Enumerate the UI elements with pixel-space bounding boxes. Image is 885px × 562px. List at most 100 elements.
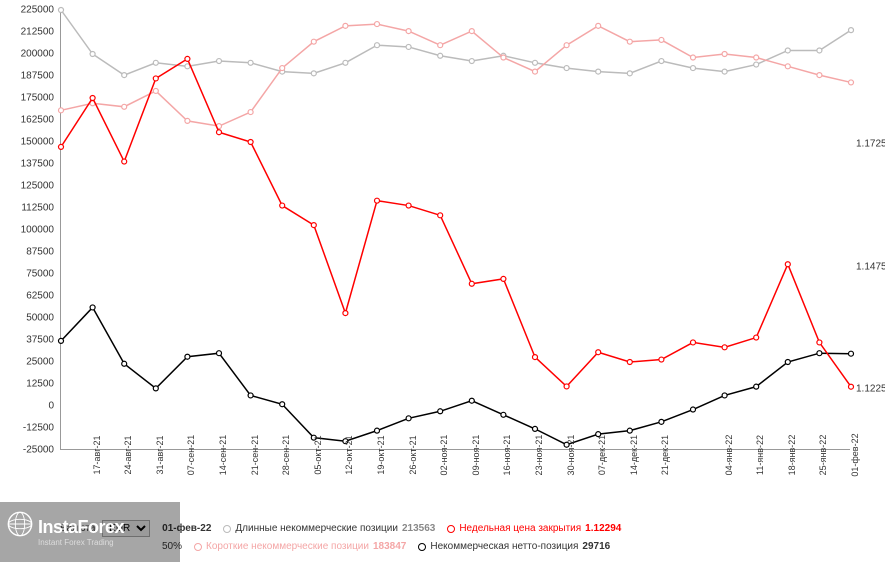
legend-short: Короткие некоммерческие позиции 183847 [194,541,406,552]
y-tick-left: 212500 [4,27,54,38]
marker-close_price [754,335,759,340]
marker-short_noncom [596,23,601,28]
marker-close_price [217,130,222,135]
x-tick: 07-сен-21 [186,435,196,476]
marker-close_price [627,360,632,365]
marker-long_noncom [311,71,316,76]
y-tick-left: 225000 [4,5,54,16]
marker-net_noncom [469,398,474,403]
y-tick-left: 162500 [4,115,54,126]
marker-short_noncom [785,64,790,69]
x-tick: 16-ноя-21 [502,435,512,476]
legend-long-label: Длинные некоммерческие позиции [235,523,398,534]
marker-short_noncom [248,110,253,115]
y-tick-left: 112500 [4,203,54,214]
marker-long-icon [223,525,231,533]
x-tick: 18-янв-22 [787,435,797,476]
x-tick: 14-сен-21 [218,435,228,476]
y-tick-left: -25000 [4,445,54,456]
x-tick: 21-сен-21 [250,435,260,476]
marker-long_noncom [469,59,474,64]
x-tick: 05-окт-21 [313,435,323,474]
marker-net_noncom [501,412,506,417]
marker-short_noncom [122,104,127,109]
marker-long_noncom [406,44,411,49]
marker-close_price [59,144,64,149]
x-tick: 30-ноя-21 [566,435,576,476]
watermark: InstaForex Instant Forex Trading [0,502,180,562]
marker-close_price [343,311,348,316]
legend-close-label: Недельная цена закрытия [459,523,581,534]
marker-net_noncom [722,393,727,398]
x-tick: 17-авг-21 [92,435,102,474]
marker-net_noncom [122,361,127,366]
marker-long_noncom [564,66,569,71]
x-tick: 14-дек-21 [629,435,639,475]
marker-long_noncom [659,59,664,64]
marker-close_price [501,276,506,281]
y-tick-left: 62500 [4,291,54,302]
y-tick-left: 175000 [4,93,54,104]
x-tick: 02-ноя-21 [439,435,449,476]
y-tick-left: 37500 [4,335,54,346]
marker-long_noncom [90,52,95,57]
marker-net_noncom [185,354,190,359]
marker-close_price [185,56,190,61]
marker-close_price [375,198,380,203]
x-tick: 01-фев-22 [850,433,860,476]
x-tick: 28-сен-21 [281,435,291,476]
marker-net_noncom [817,351,822,356]
marker-net_noncom [691,407,696,412]
legend-close-value: 1.12294 [585,523,621,534]
marker-net_noncom [90,305,95,310]
x-tick: 19-окт-21 [376,435,386,474]
marker-close_price [122,159,127,164]
marker-close_price [153,76,158,81]
marker-long_noncom [722,69,727,74]
y-tick-left: 0 [4,401,54,412]
x-tick: 04-янв-22 [724,435,734,476]
x-tick: 25-янв-22 [818,435,828,476]
marker-long_noncom [691,66,696,71]
marker-short_noncom [59,108,64,113]
marker-short_noncom [817,73,822,78]
marker-long_noncom [533,60,538,65]
y-tick-right: 1.1475 [856,261,885,272]
y-tick-left: 100000 [4,225,54,236]
watermark-main: InstaForex [38,517,180,538]
y-tick-right: 1.1725 [856,139,885,150]
marker-short_noncom [501,55,506,60]
marker-net_noncom [754,384,759,389]
marker-net_noncom [849,351,854,356]
legend-long-value: 213563 [402,523,435,534]
chart-plot-area [60,10,850,450]
chart-svg [61,10,851,450]
y-axis-left: -25000-125000125002500037500500006250075… [0,10,58,450]
marker-net_noncom [438,409,443,414]
x-axis: 17-авг-2124-авг-2131-авг-2107-сен-2114-с… [60,450,850,510]
marker-long_noncom [375,43,380,48]
marker-close_price [659,357,664,362]
marker-net_noncom [785,360,790,365]
legend-net-label: Некоммерческая нетто-позиция [430,541,578,552]
marker-net_noncom [533,426,538,431]
marker-long_noncom [59,8,64,13]
marker-short_noncom [564,43,569,48]
marker-close_price [849,384,854,389]
marker-long_noncom [754,62,759,67]
marker-close_price [785,262,790,267]
y-tick-left: 150000 [4,137,54,148]
marker-short_noncom [406,29,411,34]
marker-close_price [596,350,601,355]
marker-long_noncom [122,73,127,78]
marker-close_price [438,213,443,218]
y-tick-right: 1.1225 [856,383,885,394]
marker-short_noncom [659,37,664,42]
series-long_noncom [61,10,851,75]
series-close_price [61,59,851,387]
x-tick: 31-авг-21 [155,435,165,474]
legend-short-label: Короткие некоммерческие позиции [206,541,369,552]
marker-short_noncom [533,69,538,74]
marker-close_price [406,203,411,208]
y-tick-left: 87500 [4,247,54,258]
